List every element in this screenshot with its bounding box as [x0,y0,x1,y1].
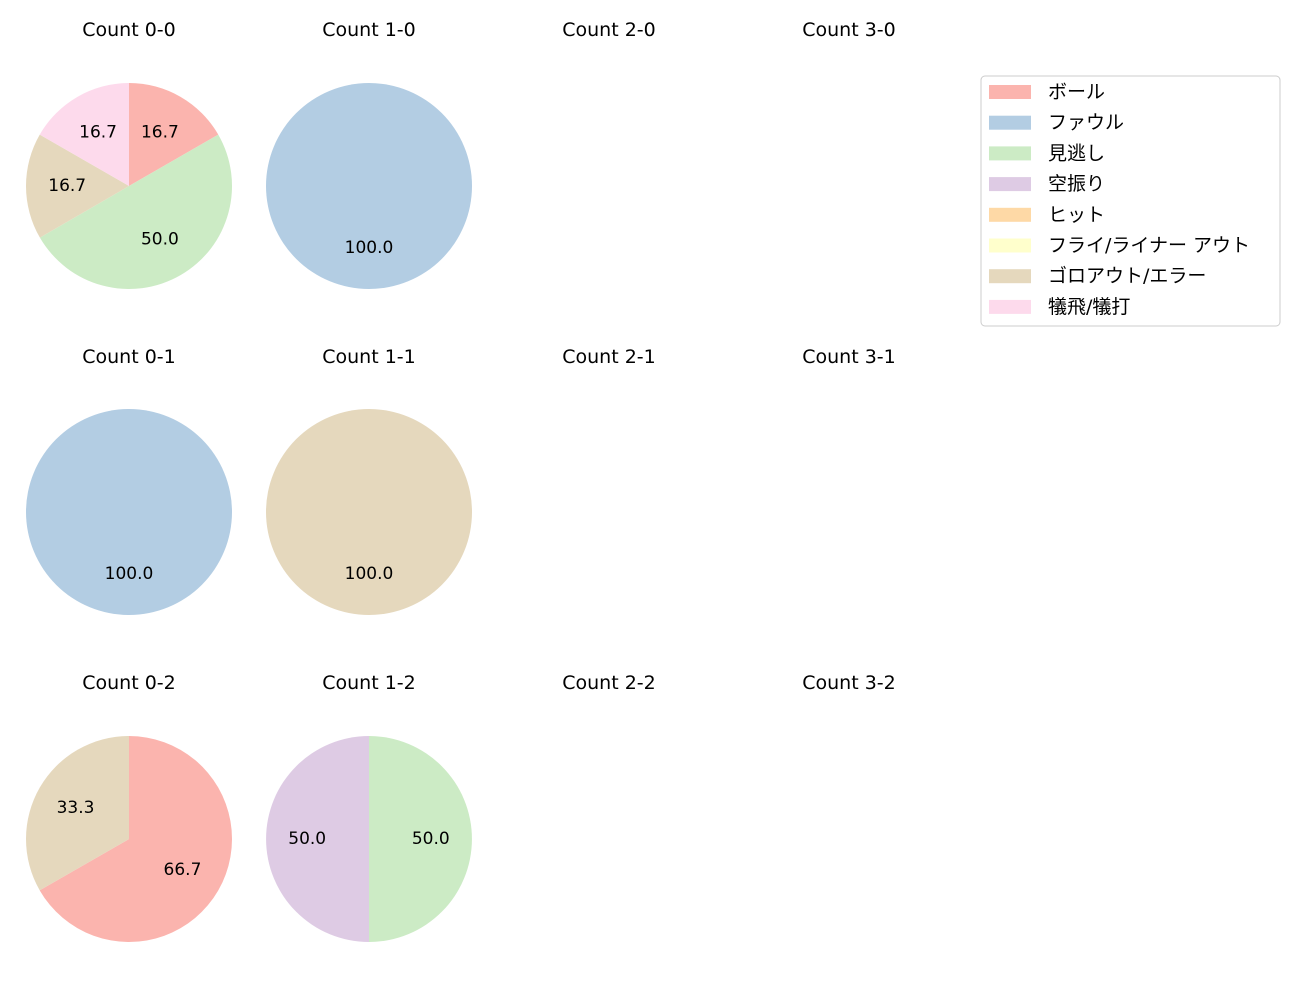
pie-slice-label: 16.7 [48,176,86,196]
pie-slice [39,736,233,942]
legend-swatch [989,177,1031,192]
legend-swatch [989,269,1031,284]
pie-panel: Count 1-2 50.0 50.0 [266,672,472,942]
pie-slice [26,409,232,615]
pie-slice-label: 66.7 [164,860,202,880]
pie-panel: Count 0-1 100.0 [26,346,232,615]
pie-slice-label: 100.0 [345,238,394,258]
pie-panel: Count 2-1 [562,346,656,368]
pie-slice-label: 50.0 [288,829,326,849]
legend-frame [980,75,1281,327]
pie-title: Count 3-1 [802,346,896,368]
legend-label: ゴロアウト/エラー [1048,265,1206,287]
pie-slice-label: 100.0 [105,564,154,584]
pie-slice [266,736,369,942]
pie-slice-label: 100.0 [345,564,394,584]
legend-swatch [989,146,1031,161]
pie-slice [369,736,472,942]
legend-label: ファウル [1048,112,1124,134]
pie-title: Count 3-2 [802,672,896,694]
pie-panel: Count 0-2 66.7 33.3 [26,672,233,942]
pie-panel: Count 0-0 16.7 50.0 16.7 16.7 [25,19,233,290]
pie-title: Count 2-0 [562,19,656,41]
pie-title: Count 2-2 [562,672,656,694]
pie-slice [26,736,129,891]
pie-slice-label: 16.7 [141,122,179,142]
legend-swatch [989,299,1031,314]
pie-title: Count 1-2 [322,672,416,694]
pie-panel: Count 2-0 [562,19,656,41]
legend-label: 空振り [1048,173,1105,195]
pie-title: Count 0-0 [82,19,176,41]
legend-label: 犠飛/犠打 [1048,296,1130,318]
pie-title: Count 1-0 [322,19,416,41]
pie-slice-label: 50.0 [141,230,179,250]
legend-label: 見逃し [1048,142,1105,164]
legend-label: ボール [1048,81,1105,103]
legend-swatch [989,85,1031,99]
legend-swatch [989,238,1031,253]
pie-title: Count 3-0 [802,19,896,41]
pie-panel: Count 1-0 100.0 [266,19,472,289]
pie-panel: Count 3-2 [802,672,896,694]
pie-title: Count 0-1 [82,346,176,368]
pie-title: Count 2-1 [562,346,656,368]
pie-panel: Count 2-2 [562,672,656,694]
legend-label: ヒット [1048,204,1105,226]
pie-slice [39,83,129,186]
pie-slice [266,83,472,289]
pie-panel: Count 3-1 [802,346,896,368]
pie-panel: Count 1-1 100.0 [266,346,472,615]
pie-slice [266,409,472,615]
pie-slice-label: 16.7 [79,122,117,142]
pie-slice-label: 33.3 [57,798,95,818]
pie-slice [39,134,233,290]
pie-title: Count 1-1 [322,346,416,368]
pie-slice [129,83,219,186]
legend-label: フライ/ライナー アウト [1048,235,1250,257]
pie-slice-label: 50.0 [412,829,450,849]
legend-swatch [989,115,1031,130]
pie-slice [25,134,129,238]
pie-panel: Count 3-0 [802,19,896,41]
pie-title: Count 0-2 [82,672,176,694]
legend-swatch [989,207,1031,222]
